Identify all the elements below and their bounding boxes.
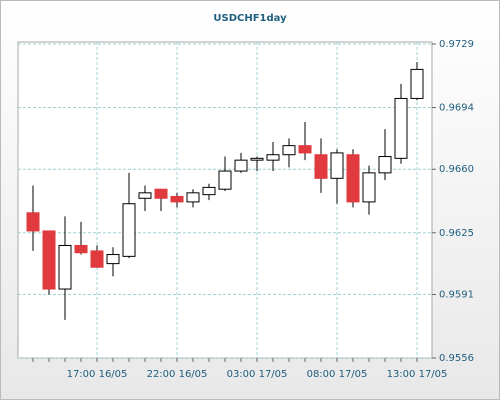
candle-body [282, 145, 296, 156]
x-tick-label: 13:00 17/05 [387, 369, 448, 380]
y-tick-label: 0.9660 [439, 164, 474, 175]
x-tick-label: 08:00 17/05 [307, 369, 368, 380]
candle-body [58, 244, 72, 290]
candle-body [394, 97, 408, 159]
candle-body [314, 154, 328, 179]
chart-title: USDCHF1day [213, 13, 287, 24]
candle-body [170, 195, 184, 203]
candle-body [266, 154, 280, 161]
candle-body [410, 68, 424, 99]
x-tick-label: 17:00 16/05 [67, 369, 128, 380]
candle-body [362, 172, 376, 203]
candle-body [138, 192, 152, 199]
x-tick-label: 22:00 16/05 [147, 369, 208, 380]
candle-body [202, 186, 216, 196]
candle-body [346, 154, 360, 203]
y-tick-label: 0.9729 [439, 39, 474, 50]
candle-body [234, 159, 248, 172]
candle-body [106, 254, 120, 265]
candle-body [298, 145, 312, 154]
candle-body [378, 156, 392, 174]
candle-body [122, 203, 136, 257]
x-tick-label: 03:00 17/05 [227, 369, 288, 380]
y-tick-label: 0.9591 [439, 289, 474, 300]
candle-body [218, 170, 232, 190]
candle-body [330, 152, 344, 179]
y-tick-label: 0.9556 [439, 353, 474, 364]
y-tick-label: 0.9694 [439, 103, 474, 114]
candle-body [42, 230, 56, 290]
candle-body [154, 188, 168, 199]
candle-body [26, 212, 40, 232]
candle-body [74, 244, 88, 254]
candle-body [250, 157, 264, 161]
candle-body [186, 192, 200, 203]
y-tick-label: 0.9625 [439, 228, 474, 239]
candle-body [90, 250, 104, 268]
